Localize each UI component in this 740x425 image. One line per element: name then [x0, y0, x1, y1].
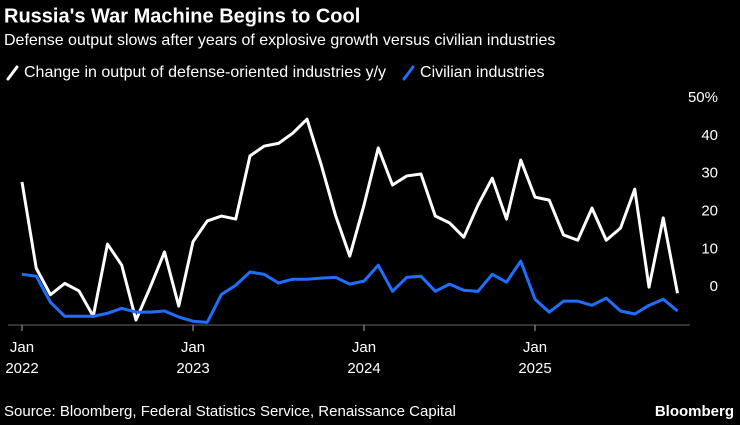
- series-line: [20, 117, 679, 322]
- legend-label: Change in output of defense-oriented ind…: [24, 64, 386, 81]
- x-tick-label: Jan: [352, 339, 376, 356]
- x-tick-label: Jan: [523, 339, 547, 356]
- y-tick-label: 50%: [688, 89, 718, 106]
- y-tick-label: 20: [701, 202, 718, 219]
- x-tick-label: Jan: [181, 339, 205, 356]
- chart-title: Russia's War Machine Begins to Cool: [4, 5, 360, 27]
- x-tick-label: 2024: [347, 360, 380, 377]
- brand: Bloomberg: [655, 403, 734, 420]
- x-tick-label: Jan: [10, 339, 34, 356]
- x-tick-label: 2022: [5, 360, 38, 377]
- x-tick-label: 2023: [176, 360, 209, 377]
- y-tick-label: 10: [701, 240, 718, 257]
- series-line: [21, 259, 679, 324]
- y-tick-label: 0: [710, 278, 718, 295]
- legend-label: Civilian industries: [420, 64, 545, 81]
- y-tick-label: 40: [701, 127, 718, 144]
- source: Source: Bloomberg, Federal Statistics Se…: [4, 403, 456, 420]
- y-tick-label: 30: [701, 165, 718, 182]
- chart-subtitle: Defense output slows after years of expl…: [4, 32, 555, 49]
- legend-marker: [402, 65, 415, 81]
- x-tick-label: 2025: [518, 360, 551, 377]
- legend-marker: [6, 65, 19, 81]
